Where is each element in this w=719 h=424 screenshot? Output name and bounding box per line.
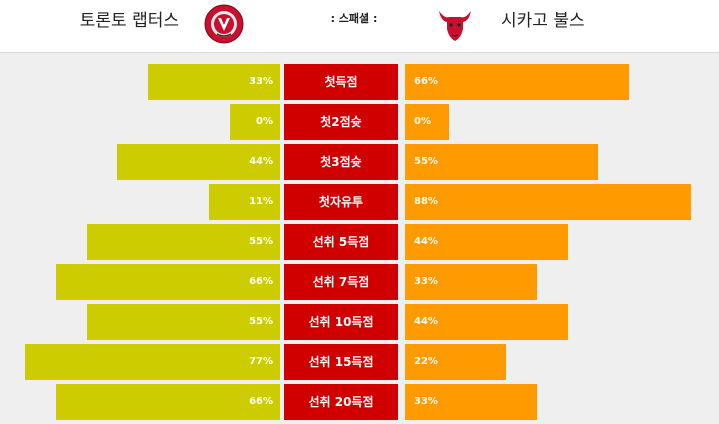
home-stat-percent: 55% — [249, 236, 273, 247]
home-stat-bar — [87, 224, 280, 260]
away-stat-percent: 66% — [414, 76, 438, 87]
stat-row: 66% 선취 20득점 33% — [0, 384, 719, 420]
away-stat-percent: 0% — [414, 116, 431, 127]
stat-row: 55% 선취 5득점 44% — [0, 224, 719, 260]
home-stat-percent: 66% — [249, 276, 273, 287]
stat-row: 66% 선취 7득점 33% — [0, 264, 719, 300]
away-stat-percent: 44% — [414, 316, 438, 327]
away-stat-bar — [405, 144, 598, 180]
home-stat-percent: 55% — [249, 316, 273, 327]
home-stat-bar — [87, 304, 280, 340]
stat-row: 0% 첫2점슛 0% — [0, 104, 719, 140]
stat-row: 11% 첫자유투 88% — [0, 184, 719, 220]
stat-label: 첫득점 — [284, 64, 398, 100]
home-stat-bar — [117, 144, 280, 180]
away-stat-bar — [405, 184, 691, 220]
away-stat-percent: 44% — [414, 236, 438, 247]
away-stat-percent: 88% — [414, 196, 438, 207]
home-team-name: 토론토 랩터스 — [79, 11, 179, 31]
home-stat-percent: 77% — [249, 356, 273, 367]
away-stat-percent: 22% — [414, 356, 438, 367]
away-stat-percent: 33% — [414, 396, 438, 407]
home-stat-bar — [56, 384, 280, 420]
away-stat-percent: 33% — [414, 276, 438, 287]
away-stat-bar — [405, 384, 537, 420]
match-header: 토론토 랩터스 : 스패셜 : 시카고 불스 — [0, 0, 719, 53]
stat-label: 선취 20득점 — [284, 384, 398, 420]
home-stat-percent: 0% — [256, 116, 273, 127]
home-stat-bar — [209, 184, 280, 220]
away-stat-bar — [405, 64, 629, 100]
stat-label: 선취 7득점 — [284, 264, 398, 300]
raptors-logo-icon — [204, 4, 244, 44]
away-team-name: 시카고 불스 — [501, 11, 585, 31]
home-stat-percent: 11% — [249, 196, 273, 207]
home-stat-bar — [25, 344, 280, 380]
home-stat-bar — [56, 264, 280, 300]
stat-label: 선취 15득점 — [284, 344, 398, 380]
stat-row: 33% 첫득점 66% — [0, 64, 719, 100]
home-stat-percent: 66% — [249, 396, 273, 407]
stat-label: 첫자유투 — [284, 184, 398, 220]
away-stat-bar — [405, 304, 568, 340]
stat-label: 선취 10득점 — [284, 304, 398, 340]
home-stat-bar — [230, 104, 280, 140]
bulls-logo-icon — [439, 11, 471, 41]
home-stat-bar — [148, 64, 280, 100]
home-stat-percent: 33% — [249, 76, 273, 87]
stat-row: 77% 선취 15득점 22% — [0, 344, 719, 380]
away-stat-bar — [405, 264, 537, 300]
page-title: : 스패셜 : — [330, 12, 378, 25]
stat-label: 첫3점슛 — [284, 144, 398, 180]
away-stat-bar — [405, 224, 568, 260]
away-stat-percent: 55% — [414, 156, 438, 167]
stat-row: 44% 첫3점슛 55% — [0, 144, 719, 180]
stat-row: 55% 선취 10득점 44% — [0, 304, 719, 340]
away-stat-bar — [405, 344, 506, 380]
home-stat-percent: 44% — [249, 156, 273, 167]
stat-label: 첫2점슛 — [284, 104, 398, 140]
away-stat-bar — [405, 104, 449, 140]
stat-label: 선취 5득점 — [284, 224, 398, 260]
